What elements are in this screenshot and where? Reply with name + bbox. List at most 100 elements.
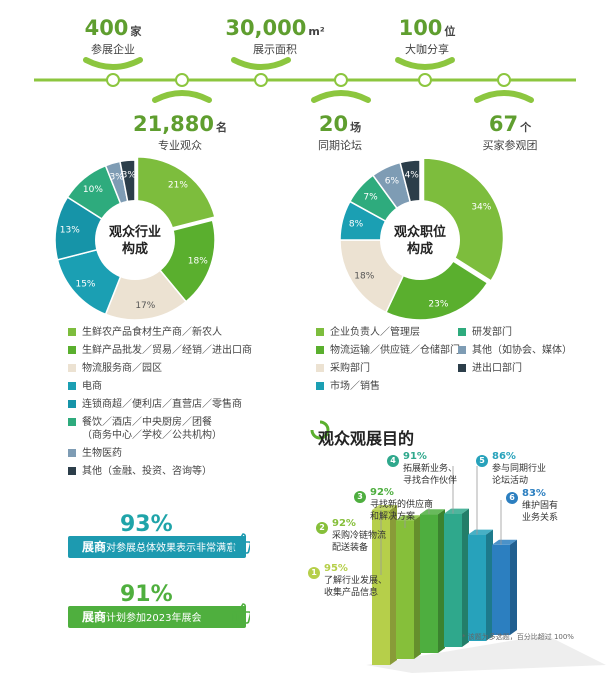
- legend-item: 餐饮／酒店／中央厨房／团餐 （商务中心／学校／公共机构）: [68, 416, 298, 442]
- purpose-text: 参与同期行业 论坛活动: [492, 464, 547, 486]
- donut1-title-line2: 构成: [122, 241, 148, 257]
- legend-item: 其他（金融、投资、咨询等）: [68, 465, 298, 478]
- legend-label: 物流服务商／园区: [82, 363, 162, 374]
- legend-item: 物流运输／供应链／仓储部门: [316, 344, 460, 357]
- legend-item: 生鲜产品批发／贸易／经销／进出口商: [68, 344, 298, 357]
- purpose-label: 95% 了解行业发展、 收集产品信息: [324, 563, 387, 599]
- legend-swatch: [68, 400, 76, 408]
- legend-label: 采购部门: [330, 363, 370, 374]
- legend-label: 研发部门: [472, 327, 512, 338]
- legend-label: 市场／销售: [330, 381, 380, 392]
- purpose-text: 拓展新业务、 寻找合作伙伴: [403, 464, 458, 486]
- purpose-number-badge: 6: [506, 492, 518, 504]
- timeline-node: [497, 73, 511, 87]
- purpose-title: 观众观展目的: [318, 429, 415, 448]
- arc-top-3: [395, 57, 455, 70]
- purpose-pct: 92%: [332, 518, 356, 529]
- legend-swatch: [316, 382, 324, 390]
- purpose-number-badge: 4: [387, 455, 399, 467]
- purpose-bar-side: [462, 508, 469, 647]
- purpose-pct: 83%: [522, 488, 546, 499]
- donut-slice-label: 15%: [75, 280, 95, 290]
- legend-item: 企业负责人／管理层: [316, 326, 458, 339]
- legend-label: 其他（金融、投资、咨询等）: [82, 466, 212, 477]
- donut-hole-1: [95, 200, 175, 280]
- donut-slice-label: 18%: [354, 271, 374, 281]
- legend-label: 企业负责人／管理层: [330, 327, 420, 338]
- purpose-number-badge: 2: [316, 522, 328, 534]
- donut-slice-label: 7%: [363, 192, 378, 202]
- arc-bottom-2: [311, 90, 371, 103]
- thumbs-up-icon: [232, 533, 250, 554]
- purpose-label: 92% 寻找新的供应商 和解决方案: [370, 487, 433, 523]
- purpose-bar-side: [486, 529, 493, 641]
- purpose-text: 采购冷链物流 配送装备: [332, 531, 387, 553]
- position-donut-chart: 34% 23% 18% 8% 7% 6% 4%: [339, 157, 505, 321]
- purpose-title-icon: [310, 420, 330, 440]
- donut-slice-label: 4%: [405, 171, 420, 181]
- purpose-bar: [492, 544, 510, 635]
- timeline-node: [106, 73, 120, 87]
- donut2-title-line2: 构成: [407, 241, 433, 257]
- legend-item: 市场／销售: [316, 380, 458, 393]
- legend-swatch: [68, 328, 76, 336]
- satisfaction-pct-2: 91%: [120, 582, 173, 607]
- legend-swatch: [458, 328, 466, 336]
- purpose-number-badge: 5: [476, 455, 488, 467]
- purpose-bar: [420, 514, 438, 653]
- purpose-pct: 86%: [492, 451, 516, 462]
- timeline-node: [254, 73, 268, 87]
- purpose-bar: [468, 534, 486, 641]
- legend-label: 物流运输／供应链／仓储部门: [330, 345, 460, 356]
- stat-area: 30,000 m² 展示面积: [225, 16, 325, 56]
- purpose-text: 寻找新的供应商 和解决方案: [370, 500, 434, 522]
- purpose-bar-top: [420, 509, 445, 515]
- industry-legend: 生鲜农产品食材生产商／新农人 生鲜产品批发／贸易／经销／进出口商 物流服务商／园区电…: [68, 326, 298, 483]
- thumbs-up-icon: [232, 603, 250, 624]
- legend-item: 研发部门: [458, 326, 598, 339]
- purpose-label: 83% 维护固有 业务关系: [522, 488, 558, 524]
- donut-slice-label: 34%: [471, 202, 491, 212]
- donut-hole-2: [380, 200, 460, 280]
- purpose-bar-side: [438, 509, 445, 653]
- purpose-label: 91% 拓展新业务、 寻找合作伙伴: [403, 451, 457, 487]
- purpose-label: 86% 参与同期行业 论坛活动: [492, 451, 546, 487]
- legend-label: 进出口部门: [472, 363, 522, 374]
- stat-speakers: 100 位 大咖分享: [398, 16, 456, 56]
- stat-exhibitors: 400 家 参展企业: [84, 16, 142, 56]
- donut-slice-label: 21%: [168, 181, 188, 191]
- stat-visitors: 21,880 名 专业观众: [132, 112, 228, 152]
- legend-label: 其他（如协会、媒体）: [472, 345, 572, 356]
- purpose-text: 了解行业发展、 收集产品信息: [324, 576, 388, 598]
- stat-buyer-groups: 67 个 买家参观团: [482, 112, 538, 152]
- legend-swatch: [68, 382, 76, 390]
- donut-slice-label: 8%: [349, 220, 364, 230]
- legend-label: 生物医药: [82, 448, 122, 459]
- satisfaction-banner-1: 展商对参展总体效果表示非常满意: [68, 536, 246, 558]
- donut-slice-label: 23%: [428, 299, 448, 309]
- purpose-bar-top: [468, 529, 493, 535]
- legend-swatch: [316, 364, 324, 372]
- donut-slice-label: 13%: [60, 226, 80, 236]
- legend-swatch: [68, 467, 76, 475]
- legend-item: 物流服务商／园区: [68, 362, 298, 375]
- purpose-bar-top: [372, 505, 397, 510]
- timeline-node: [175, 73, 189, 87]
- purpose-bar: [444, 513, 462, 647]
- donut2-title-line1: 观众职位: [394, 224, 446, 240]
- legend-item: 生鲜农产品食材生产商／新农人: [68, 326, 298, 339]
- legend-item: 进出口部门: [458, 362, 598, 375]
- purpose-label: 92% 采购冷链物流 配送装备: [332, 518, 386, 554]
- legend-item: 生物医药: [68, 447, 298, 460]
- donut1-title-line1: 观众行业: [109, 224, 161, 240]
- arc-top-2: [231, 57, 291, 70]
- donut-slice-label: 6%: [385, 176, 400, 186]
- purpose-text: 维护固有 业务关系: [522, 501, 559, 523]
- donut-slice-label: 18%: [188, 256, 208, 266]
- purpose-bar: [372, 510, 390, 665]
- satisfaction-pct-1: 93%: [120, 512, 173, 537]
- satisfaction-banner-2: 展商计划参加2023年展会: [68, 606, 246, 628]
- purpose-bar-chart: [366, 466, 606, 673]
- stat-forums: 20 场 同期论坛: [318, 112, 362, 152]
